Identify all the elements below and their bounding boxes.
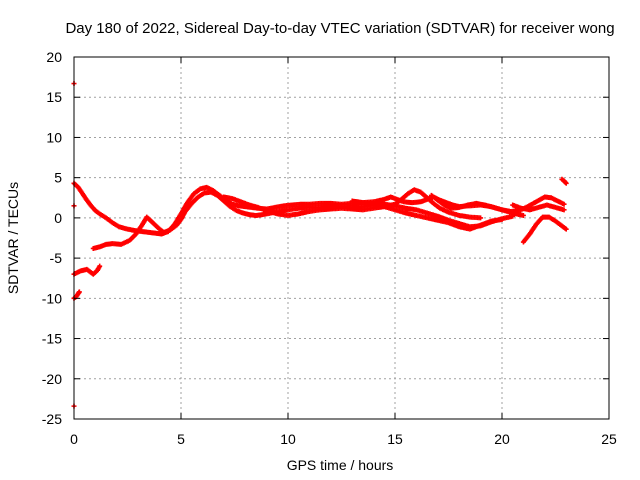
y-tick-label: 10 (46, 129, 62, 145)
data-point (563, 226, 569, 232)
x-tick-label: 0 (70, 431, 78, 447)
x-tick-label: 10 (280, 431, 296, 447)
y-tick-label: 0 (54, 210, 62, 226)
x-tick-label: 25 (601, 431, 617, 447)
series-track-g (520, 214, 569, 245)
series-track-a (71, 180, 516, 237)
ticks-layer: 0 5 10 15 20 25 -25 -20 -15 -10 -5 0 5 10 15 20 (42, 49, 617, 447)
data-point (478, 215, 484, 221)
y-tick-label: -5 (50, 250, 63, 266)
data-point (76, 289, 82, 295)
data-layer (71, 81, 569, 409)
series-track-i (71, 289, 82, 301)
x-tick-label: 5 (177, 431, 185, 447)
series-track-j (559, 176, 569, 186)
data-point (563, 180, 569, 186)
series-track-f (510, 202, 567, 213)
y-tick-label: -10 (42, 290, 62, 306)
plot-frame (73, 56, 610, 420)
y-tick-label: 5 (54, 170, 62, 186)
y-tick-label: 20 (46, 49, 62, 65)
data-point (97, 263, 103, 269)
data-point (520, 212, 526, 218)
x-tick-label: 20 (494, 431, 510, 447)
x-axis-label: GPS time / hours (287, 457, 394, 473)
y-axis-label: SDTVAR / TECUs (5, 182, 21, 294)
data-point (561, 201, 567, 207)
y-tick-label: -25 (42, 411, 62, 427)
x-tick-label: 15 (387, 431, 403, 447)
series-track-h (71, 263, 103, 277)
grid-layer (74, 57, 609, 419)
data-point (499, 216, 505, 222)
y-tick-label: -15 (42, 331, 62, 347)
data-point (561, 207, 567, 213)
chart-title: Day 180 of 2022, Sidereal Day-to-day VTE… (65, 20, 614, 37)
y-tick-label: -20 (42, 371, 62, 387)
series-track-c (221, 187, 484, 221)
y-tick-label: 15 (46, 89, 62, 105)
